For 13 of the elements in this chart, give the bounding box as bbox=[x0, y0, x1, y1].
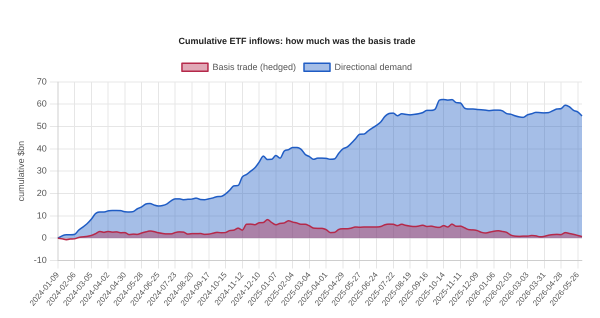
legend-label: Basis trade (hedged) bbox=[212, 62, 296, 72]
y-tick-label: -10 bbox=[34, 254, 47, 265]
y-tick-label: 70 bbox=[36, 76, 47, 86]
y-tick-label: 50 bbox=[36, 120, 47, 131]
y-tick-label: 30 bbox=[36, 166, 47, 176]
y-tick-label: 10 bbox=[36, 210, 47, 220]
y-axis-title: cumulative $bn bbox=[16, 140, 26, 202]
y-tick-label: 20 bbox=[36, 188, 47, 198]
legend-label: Directional demand bbox=[334, 62, 412, 72]
chart-title: Cumulative ETF inflows: how much was the basis trade bbox=[178, 36, 416, 46]
y-tick-label: 40 bbox=[36, 143, 47, 154]
y-tick-label: 0 bbox=[42, 232, 47, 243]
y-tick-label: 60 bbox=[36, 98, 47, 109]
